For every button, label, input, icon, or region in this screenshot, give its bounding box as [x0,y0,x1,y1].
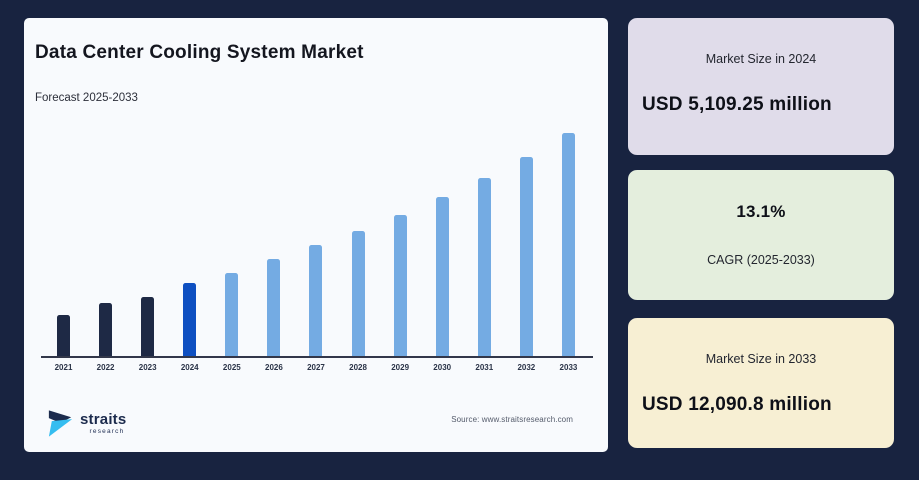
bar-2021 [57,315,70,356]
bar-2025 [225,273,239,356]
x-tick-label: 2033 [559,363,578,372]
x-tick-label: 2027 [307,363,325,372]
logo-brand: straits [80,411,127,428]
bar-column: 2028 [349,231,367,372]
chart-title: Data Center Cooling System Market [35,42,364,63]
x-tick-label: 2030 [433,363,452,372]
x-tick-label: 2026 [264,363,283,372]
stat-card-label: Market Size in 2033 [705,352,817,366]
bar-column: 2031 [475,178,493,372]
bar-chart-bars: 2021 2022 2023 2024 2025 2026 2027 2028 2029 2030… [55,132,577,372]
stat-card-value: USD 12,090.8 million [642,394,832,415]
x-tick-label: 2022 [96,363,115,372]
stat-card-value: 13.1% [736,202,786,221]
bar-column: 2026 [265,259,283,372]
bar-2026 [267,259,281,356]
bar-column: 2024 [181,283,199,372]
bar-2033 [561,133,575,356]
bar-2024 [183,283,197,356]
bar-2023 [141,297,155,356]
stat-card-label: CAGR (2025-2033) [707,253,815,267]
bar-column: 2022 [97,303,114,372]
bar-column: 2021 [55,315,72,372]
source-text: Source: www.straitsresearch.com [451,415,573,424]
stat-card-label: Market Size in 2024 [705,52,817,66]
bar-2031 [477,178,491,356]
stat-card-market-size-2033: Market Size in 2033 USD 12,090.8 million [628,318,894,448]
bar-2022 [99,303,113,356]
x-tick-label: 2032 [517,363,536,372]
x-tick-label: 2023 [138,363,157,372]
bar-column: 2025 [223,273,241,372]
bar-2027 [309,245,323,356]
x-tick-label: 2029 [391,363,410,372]
stat-card-value: USD 5,109.25 million [642,94,832,115]
chart-subtitle: Forecast 2025-2033 [35,92,138,104]
bar-column: 2033 [560,133,577,372]
bar-2032 [519,157,533,356]
logo-text: straits research [80,412,126,435]
bar-column: 2027 [307,245,325,372]
logo-mark-icon [48,410,73,437]
bar-column: 2032 [517,157,535,372]
straits-research-logo: straits research [45,407,126,440]
bar-column: 2030 [433,197,451,372]
x-tick-label: 2021 [54,363,73,372]
chart-panel: Data Center Cooling System Market Foreca… [24,18,608,452]
bar-2028 [351,231,365,356]
logo-brand-sub: research [89,428,125,435]
x-tick-label: 2025 [222,363,241,372]
bar-2030 [435,197,449,356]
bar-chart: 2021 2022 2023 2024 2025 2026 2027 2028 2029 2030… [41,132,593,372]
bar-column: 2023 [139,297,157,372]
x-tick-label: 2031 [475,363,494,372]
bar-column: 2029 [391,215,409,372]
stat-card-cagr: 13.1% CAGR (2025-2033) [628,170,894,300]
stat-card-market-size-2024: Market Size in 2024 USD 5,109.25 million [628,18,894,155]
bar-2029 [393,215,407,356]
x-tick-label: 2024 [180,363,199,372]
x-tick-label: 2028 [349,363,367,372]
